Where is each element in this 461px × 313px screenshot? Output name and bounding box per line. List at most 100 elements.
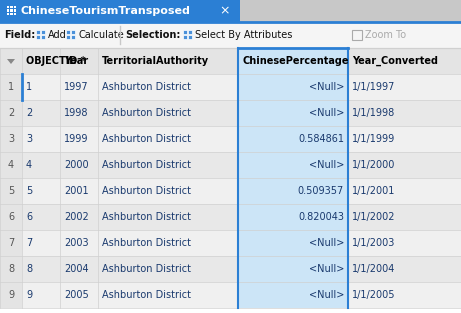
Bar — [11, 9, 12, 12]
Text: 4: 4 — [8, 160, 14, 170]
Text: ChineseTourismTransposed: ChineseTourismTransposed — [20, 6, 190, 16]
Text: Ashburton District: Ashburton District — [102, 160, 191, 170]
Bar — [0, 100, 461, 126]
Text: 7: 7 — [26, 238, 32, 248]
Text: 2004: 2004 — [64, 264, 89, 274]
Bar — [11, 13, 12, 15]
Bar — [71, 35, 75, 39]
Bar — [36, 35, 40, 39]
Text: 8: 8 — [8, 264, 14, 274]
Bar — [0, 178, 461, 204]
Bar — [238, 282, 348, 308]
Bar — [0, 48, 22, 74]
Text: <Null>: <Null> — [308, 290, 344, 300]
Bar — [0, 204, 22, 230]
Text: Ashburton District: Ashburton District — [102, 186, 191, 196]
Text: Selection:: Selection: — [125, 30, 180, 40]
Text: 2: 2 — [26, 108, 32, 118]
Text: 0.584861: 0.584861 — [298, 134, 344, 144]
Bar — [66, 35, 70, 39]
Text: 1: 1 — [8, 82, 14, 92]
Text: 9: 9 — [26, 290, 32, 300]
Text: <Null>: <Null> — [308, 108, 344, 118]
Bar — [238, 100, 348, 126]
Bar — [238, 48, 348, 74]
Text: Field:: Field: — [4, 30, 35, 40]
Text: 3: 3 — [8, 134, 14, 144]
Polygon shape — [7, 59, 15, 64]
Text: 2003: 2003 — [64, 238, 89, 248]
Bar — [238, 126, 348, 152]
Text: 1/1/1999: 1/1/1999 — [352, 134, 395, 144]
Bar — [14, 6, 16, 8]
Bar — [66, 30, 70, 34]
Text: ChinesePercentage: ChinesePercentage — [242, 56, 349, 66]
Bar — [0, 48, 461, 313]
Bar — [7, 13, 9, 15]
Text: 0.820043: 0.820043 — [298, 212, 344, 222]
Text: Ashburton District: Ashburton District — [102, 134, 191, 144]
Bar — [238, 204, 348, 230]
Text: OBJECTID *: OBJECTID * — [26, 56, 86, 66]
Text: 1: 1 — [26, 82, 32, 92]
Bar — [0, 100, 22, 126]
Bar — [238, 178, 348, 204]
Text: Year: Year — [64, 56, 88, 66]
Bar — [188, 30, 192, 34]
Bar — [352, 30, 362, 40]
Text: 4: 4 — [26, 160, 32, 170]
Bar — [240, 0, 461, 22]
Bar — [0, 152, 22, 178]
Text: Ashburton District: Ashburton District — [102, 82, 191, 92]
FancyBboxPatch shape — [0, 0, 212, 22]
Bar — [238, 230, 348, 256]
Text: TerritorialAuthority: TerritorialAuthority — [102, 56, 209, 66]
Text: 1/1/2005: 1/1/2005 — [352, 290, 396, 300]
Text: Calculate: Calculate — [78, 30, 124, 40]
Bar — [0, 152, 461, 178]
Bar — [0, 126, 22, 152]
Bar — [238, 152, 348, 178]
Text: Ashburton District: Ashburton District — [102, 238, 191, 248]
Bar — [0, 22, 461, 48]
Bar — [183, 30, 187, 34]
Bar — [7, 9, 9, 12]
Text: 1/1/1997: 1/1/1997 — [352, 82, 396, 92]
Bar — [0, 282, 22, 308]
Bar — [0, 178, 22, 204]
Bar — [0, 74, 461, 100]
Bar — [36, 30, 40, 34]
Bar — [0, 230, 461, 256]
Text: Ashburton District: Ashburton District — [102, 108, 191, 118]
Bar — [0, 230, 22, 256]
Bar — [0, 256, 22, 282]
Text: 1/1/2001: 1/1/2001 — [352, 186, 396, 196]
Bar — [0, 204, 461, 230]
Text: 2000: 2000 — [64, 160, 89, 170]
Bar — [7, 6, 9, 8]
Text: <Null>: <Null> — [308, 82, 344, 92]
Text: 1/1/2000: 1/1/2000 — [352, 160, 396, 170]
Text: 1997: 1997 — [64, 82, 89, 92]
Text: Select By Attributes: Select By Attributes — [195, 30, 292, 40]
Text: Ashburton District: Ashburton District — [102, 212, 191, 222]
Bar — [183, 35, 187, 39]
Text: 1/1/2004: 1/1/2004 — [352, 264, 396, 274]
Bar — [238, 74, 348, 100]
Bar — [0, 0, 461, 22]
Bar — [14, 9, 16, 12]
Bar — [0, 256, 461, 282]
Bar — [41, 35, 45, 39]
Text: 0.509357: 0.509357 — [298, 186, 344, 196]
Text: 5: 5 — [8, 186, 14, 196]
Bar — [238, 256, 348, 282]
Text: 6: 6 — [26, 212, 32, 222]
Text: 5: 5 — [26, 186, 32, 196]
Bar — [41, 30, 45, 34]
Text: 3: 3 — [26, 134, 32, 144]
Bar — [188, 35, 192, 39]
Bar — [0, 282, 461, 308]
Text: Add: Add — [48, 30, 67, 40]
Text: 2001: 2001 — [64, 186, 89, 196]
Text: Year_Converted: Year_Converted — [352, 56, 438, 66]
